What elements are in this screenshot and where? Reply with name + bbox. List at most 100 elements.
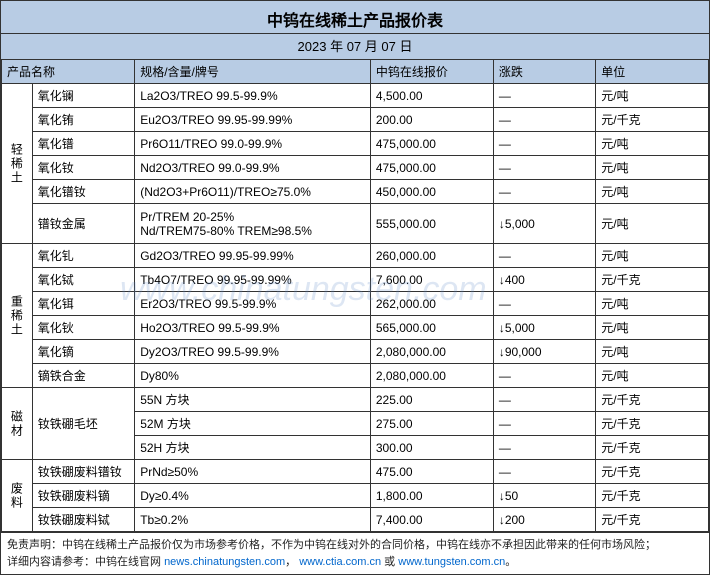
- link-news[interactable]: news.chinatungsten.com: [164, 556, 285, 568]
- unit-cell: 元/千克: [596, 460, 709, 484]
- category-cell: 轻稀土: [2, 84, 33, 244]
- unit-cell: 元/吨: [596, 156, 709, 180]
- unit-cell: 元/吨: [596, 132, 709, 156]
- price-cell: 262,000.00: [370, 292, 493, 316]
- change-cell: —: [493, 180, 595, 204]
- unit-cell: 元/千克: [596, 436, 709, 460]
- product-name: 钕铁硼废料镝: [32, 484, 134, 508]
- table-row: 氧化铕Eu2O3/TREO 99.95-99.99%200.00—元/千克: [2, 108, 709, 132]
- product-name: 氧化钬: [32, 316, 134, 340]
- table-row: 氧化铒Er2O3/TREO 99.5-99.9%262,000.00—元/吨: [2, 292, 709, 316]
- price-cell: 260,000.00: [370, 244, 493, 268]
- product-name: 氧化钆: [32, 244, 134, 268]
- table-row: 氧化镝Dy2O3/TREO 99.5-99.9%2,080,000.00↓90,…: [2, 340, 709, 364]
- price-cell: 2,080,000.00: [370, 364, 493, 388]
- col-product: 产品名称: [2, 60, 135, 84]
- price-cell: 4,500.00: [370, 84, 493, 108]
- table-row: 氧化镨Pr6O11/TREO 99.0-99.9%475,000.00—元/吨: [2, 132, 709, 156]
- price-cell: 7,400.00: [370, 508, 493, 532]
- change-cell: —: [493, 156, 595, 180]
- product-name: 氧化铒: [32, 292, 134, 316]
- price-cell: 555,000.00: [370, 204, 493, 244]
- spec-cell: La2O3/TREO 99.5-99.9%: [135, 84, 371, 108]
- unit-cell: 元/千克: [596, 268, 709, 292]
- spec-cell: Tb4O7/TREO 99.95-99.99%: [135, 268, 371, 292]
- price-cell: 1,800.00: [370, 484, 493, 508]
- unit-cell: 元/千克: [596, 388, 709, 412]
- table-row: 钕铁硼废料镝Dy≥0.4%1,800.00↓50元/千克: [2, 484, 709, 508]
- spec-cell: 52H 方块: [135, 436, 371, 460]
- price-cell: 225.00: [370, 388, 493, 412]
- product-name: 氧化镝: [32, 340, 134, 364]
- unit-cell: 元/千克: [596, 484, 709, 508]
- price-cell: 450,000.00: [370, 180, 493, 204]
- product-name: 氧化镨: [32, 132, 134, 156]
- table-row: 镨钕金属Pr/TREM 20-25%Nd/TREM75-80% TREM≥98.…: [2, 204, 709, 244]
- category-cell: 废料: [2, 460, 33, 532]
- price-table: 产品名称 规格/含量/牌号 中钨在线报价 涨跌 单位 轻稀土氧化镧La2O3/T…: [1, 59, 709, 532]
- unit-cell: 元/吨: [596, 180, 709, 204]
- change-cell: —: [493, 292, 595, 316]
- spec-cell: Pr/TREM 20-25%Nd/TREM75-80% TREM≥98.5%: [135, 204, 371, 244]
- unit-cell: 元/吨: [596, 364, 709, 388]
- change-cell: —: [493, 84, 595, 108]
- spec-cell: 52M 方块: [135, 412, 371, 436]
- change-cell: —: [493, 364, 595, 388]
- spec-cell: Er2O3/TREO 99.5-99.9%: [135, 292, 371, 316]
- col-unit: 单位: [596, 60, 709, 84]
- spec-cell: Dy2O3/TREO 99.5-99.9%: [135, 340, 371, 364]
- category-cell: 磁材: [2, 388, 33, 460]
- table-row: 氧化铽Tb4O7/TREO 99.95-99.99%7,600.00↓400元/…: [2, 268, 709, 292]
- product-name: 氧化钕: [32, 156, 134, 180]
- product-name: 钕铁硼毛坯: [32, 388, 134, 460]
- spec-cell: Dy80%: [135, 364, 371, 388]
- change-cell: —: [493, 412, 595, 436]
- unit-cell: 元/吨: [596, 244, 709, 268]
- table-row: 磁材钕铁硼毛坯55N 方块225.00—元/千克: [2, 388, 709, 412]
- table-date: 2023 年 07 月 07 日: [1, 34, 709, 59]
- col-change: 涨跌: [493, 60, 595, 84]
- change-cell: —: [493, 388, 595, 412]
- header-row: 产品名称 规格/含量/牌号 中钨在线报价 涨跌 单位: [2, 60, 709, 84]
- product-name: 氧化铽: [32, 268, 134, 292]
- change-cell: —: [493, 460, 595, 484]
- product-name: 氧化镧: [32, 84, 134, 108]
- table-row: 钕铁硼废料铽Tb≥0.2%7,400.00↓200元/千克: [2, 508, 709, 532]
- unit-cell: 元/千克: [596, 108, 709, 132]
- table-row: 氧化镨钕(Nd2O3+Pr6O11)/TREO≥75.0%450,000.00—…: [2, 180, 709, 204]
- disclaimer-text-2: 详细内容请参考：中钨在线官网: [7, 556, 164, 568]
- product-name: 钕铁硼废料镨钕: [32, 460, 134, 484]
- category-cell: 重稀土: [2, 244, 33, 388]
- product-name: 氧化镨钕: [32, 180, 134, 204]
- change-cell: —: [493, 244, 595, 268]
- price-cell: 275.00: [370, 412, 493, 436]
- table-row: 镝铁合金Dy80%2,080,000.00—元/吨: [2, 364, 709, 388]
- change-cell: ↓5,000: [493, 204, 595, 244]
- price-cell: 200.00: [370, 108, 493, 132]
- spec-cell: (Nd2O3+Pr6O11)/TREO≥75.0%: [135, 180, 371, 204]
- spec-cell: 55N 方块: [135, 388, 371, 412]
- product-name: 镨钕金属: [32, 204, 134, 244]
- price-cell: 300.00: [370, 436, 493, 460]
- unit-cell: 元/吨: [596, 316, 709, 340]
- price-cell: 7,600.00: [370, 268, 493, 292]
- table-row: 重稀土氧化钆Gd2O3/TREO 99.95-99.99%260,000.00—…: [2, 244, 709, 268]
- col-price: 中钨在线报价: [370, 60, 493, 84]
- change-cell: ↓50: [493, 484, 595, 508]
- change-cell: ↓90,000: [493, 340, 595, 364]
- link-tungsten[interactable]: www.tungsten.com.cn: [398, 556, 505, 568]
- unit-cell: 元/吨: [596, 292, 709, 316]
- col-spec: 规格/含量/牌号: [135, 60, 371, 84]
- unit-cell: 元/吨: [596, 204, 709, 244]
- unit-cell: 元/千克: [596, 508, 709, 532]
- change-cell: —: [493, 108, 595, 132]
- product-name: 氧化铕: [32, 108, 134, 132]
- change-cell: —: [493, 132, 595, 156]
- spec-cell: PrNd≥50%: [135, 460, 371, 484]
- price-cell: 2,080,000.00: [370, 340, 493, 364]
- unit-cell: 元/千克: [596, 412, 709, 436]
- disclaimer-text-1: 免责声明：中钨在线稀土产品报价仅为市场参考价格，不作为中钨在线对外的合同价格，中…: [7, 539, 656, 551]
- price-cell: 475.00: [370, 460, 493, 484]
- link-ctia[interactable]: www.ctia.com.cn: [299, 556, 381, 568]
- change-cell: ↓400: [493, 268, 595, 292]
